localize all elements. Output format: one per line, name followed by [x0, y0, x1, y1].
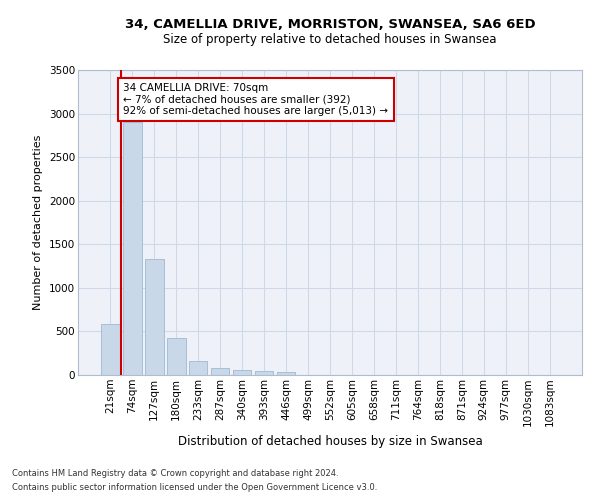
Bar — [277, 372, 295, 375]
X-axis label: Distribution of detached houses by size in Swansea: Distribution of detached houses by size … — [178, 434, 482, 448]
Text: Size of property relative to detached houses in Swansea: Size of property relative to detached ho… — [163, 32, 497, 46]
Text: 34 CAMELLIA DRIVE: 70sqm
← 7% of detached houses are smaller (392)
92% of semi-d: 34 CAMELLIA DRIVE: 70sqm ← 7% of detache… — [124, 83, 388, 116]
Bar — [255, 371, 274, 375]
Bar — [189, 361, 208, 375]
Bar — [233, 370, 251, 375]
Text: Contains public sector information licensed under the Open Government Licence v3: Contains public sector information licen… — [12, 484, 377, 492]
Bar — [145, 259, 164, 375]
Y-axis label: Number of detached properties: Number of detached properties — [34, 135, 43, 310]
Bar — [123, 122, 142, 375]
Bar — [101, 324, 119, 375]
Bar — [211, 368, 229, 375]
Text: Contains HM Land Registry data © Crown copyright and database right 2024.: Contains HM Land Registry data © Crown c… — [12, 468, 338, 477]
Text: 34, CAMELLIA DRIVE, MORRISTON, SWANSEA, SA6 6ED: 34, CAMELLIA DRIVE, MORRISTON, SWANSEA, … — [125, 18, 535, 30]
Bar — [167, 338, 185, 375]
